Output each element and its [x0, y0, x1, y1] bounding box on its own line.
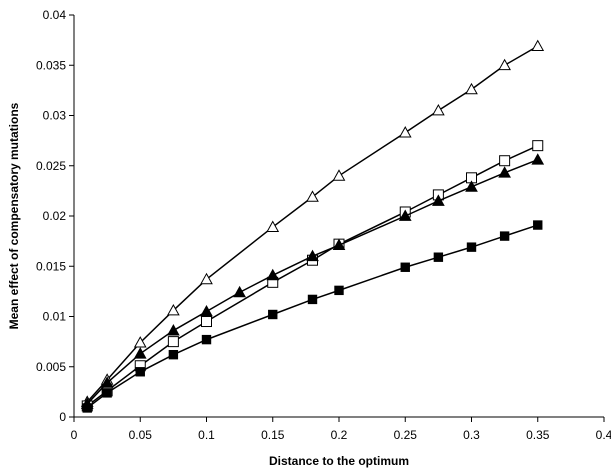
series-line — [86, 45, 539, 403]
data-point-open-triangle — [432, 103, 445, 116]
data-point-filled-square — [433, 252, 444, 262]
data-point-filled-triangle — [200, 304, 213, 317]
data-point-filled-triangle — [133, 347, 147, 359]
y-tick-label: 0.025 — [36, 159, 66, 173]
data-point-open-square — [499, 155, 511, 167]
series-filled-triangle — [80, 153, 545, 409]
data-point-filled-triangle — [233, 285, 246, 298]
data-point-filled-square — [533, 220, 543, 230]
data-point-filled-triangle — [432, 194, 445, 206]
data-point-open-triangle — [167, 303, 180, 316]
data-point-filled-triangle — [498, 166, 511, 178]
series-filled-square — [82, 220, 543, 413]
data-point-filled-square — [102, 388, 112, 398]
y-tick-label: 0 — [59, 410, 66, 424]
data-point-filled-square — [499, 231, 510, 241]
y-tick-label: 0.02 — [43, 209, 67, 223]
data-point-open-triangle — [332, 169, 346, 181]
data-point-open-triangle — [306, 190, 319, 202]
y-tick-label: 0.015 — [36, 259, 66, 273]
data-point-filled-triangle — [465, 180, 478, 192]
data-point-filled-triangle — [531, 153, 545, 165]
x-tick-label: 0.3 — [463, 428, 480, 442]
y-tick-label: 0.01 — [43, 310, 67, 324]
data-point-filled-triangle — [266, 268, 280, 281]
data-point-filled-square — [82, 403, 92, 413]
data-point-open-triangle — [498, 58, 511, 71]
y-ticks: 0 0.005 0.01 0.015 0.02 0.025 0.03 0.035 0.04 — [36, 8, 74, 424]
y-tick-label: 0.04 — [43, 8, 67, 22]
data-point-filled-triangle — [167, 324, 180, 336]
data-point-filled-triangle — [100, 376, 114, 388]
data-point-open-triangle — [200, 272, 213, 285]
data-point-filled-square — [168, 349, 179, 360]
data-point-open-triangle — [266, 220, 280, 232]
series-open-triangle — [80, 39, 545, 407]
y-axis-title: Mean effect of compensatory mutations — [7, 102, 21, 329]
data-point-open-triangle — [531, 39, 545, 52]
data-point-filled-triangle — [398, 209, 412, 221]
series-line — [86, 159, 539, 405]
data-point-filled-triangle — [332, 238, 346, 251]
data-point-filled-square — [466, 242, 477, 252]
x-tick-label: 0.35 — [526, 428, 550, 442]
data-point-open-triangle — [465, 82, 478, 95]
data-point-filled-square — [268, 309, 278, 320]
series-open-square — [81, 140, 544, 412]
data-point-open-square — [532, 140, 544, 152]
x-tick-label: 0.25 — [394, 428, 418, 442]
data-point-filled-square — [334, 285, 344, 296]
x-tick-label: 0.1 — [198, 428, 215, 442]
x-tick-label: 0.15 — [261, 428, 285, 442]
y-tick-label: 0.03 — [43, 109, 67, 123]
x-ticks: 0 0.05 0.1 0.15 0.2 0.25 0.3 0.35 0.4 — [71, 417, 611, 442]
x-tick-label: 0.4 — [596, 428, 611, 442]
data-point-open-triangle — [133, 336, 147, 348]
data-point-open-triangle — [398, 126, 412, 138]
data-point-filled-square — [201, 334, 212, 345]
data-point-open-square — [201, 316, 212, 328]
data-point-filled-square — [400, 262, 410, 272]
data-point-filled-square — [135, 367, 145, 377]
data-point-open-square — [167, 336, 179, 348]
series-group — [80, 39, 545, 413]
y-tick-label: 0.035 — [36, 58, 66, 72]
x-tick-label: 0 — [71, 428, 78, 442]
x-tick-label: 0.2 — [331, 428, 348, 442]
x-tick-label: 0.05 — [129, 428, 153, 442]
y-tick-label: 0.005 — [36, 360, 66, 374]
data-point-filled-square — [307, 294, 318, 305]
x-axis-title: Distance to the optimum — [269, 454, 409, 468]
data-point-filled-triangle — [306, 249, 319, 262]
